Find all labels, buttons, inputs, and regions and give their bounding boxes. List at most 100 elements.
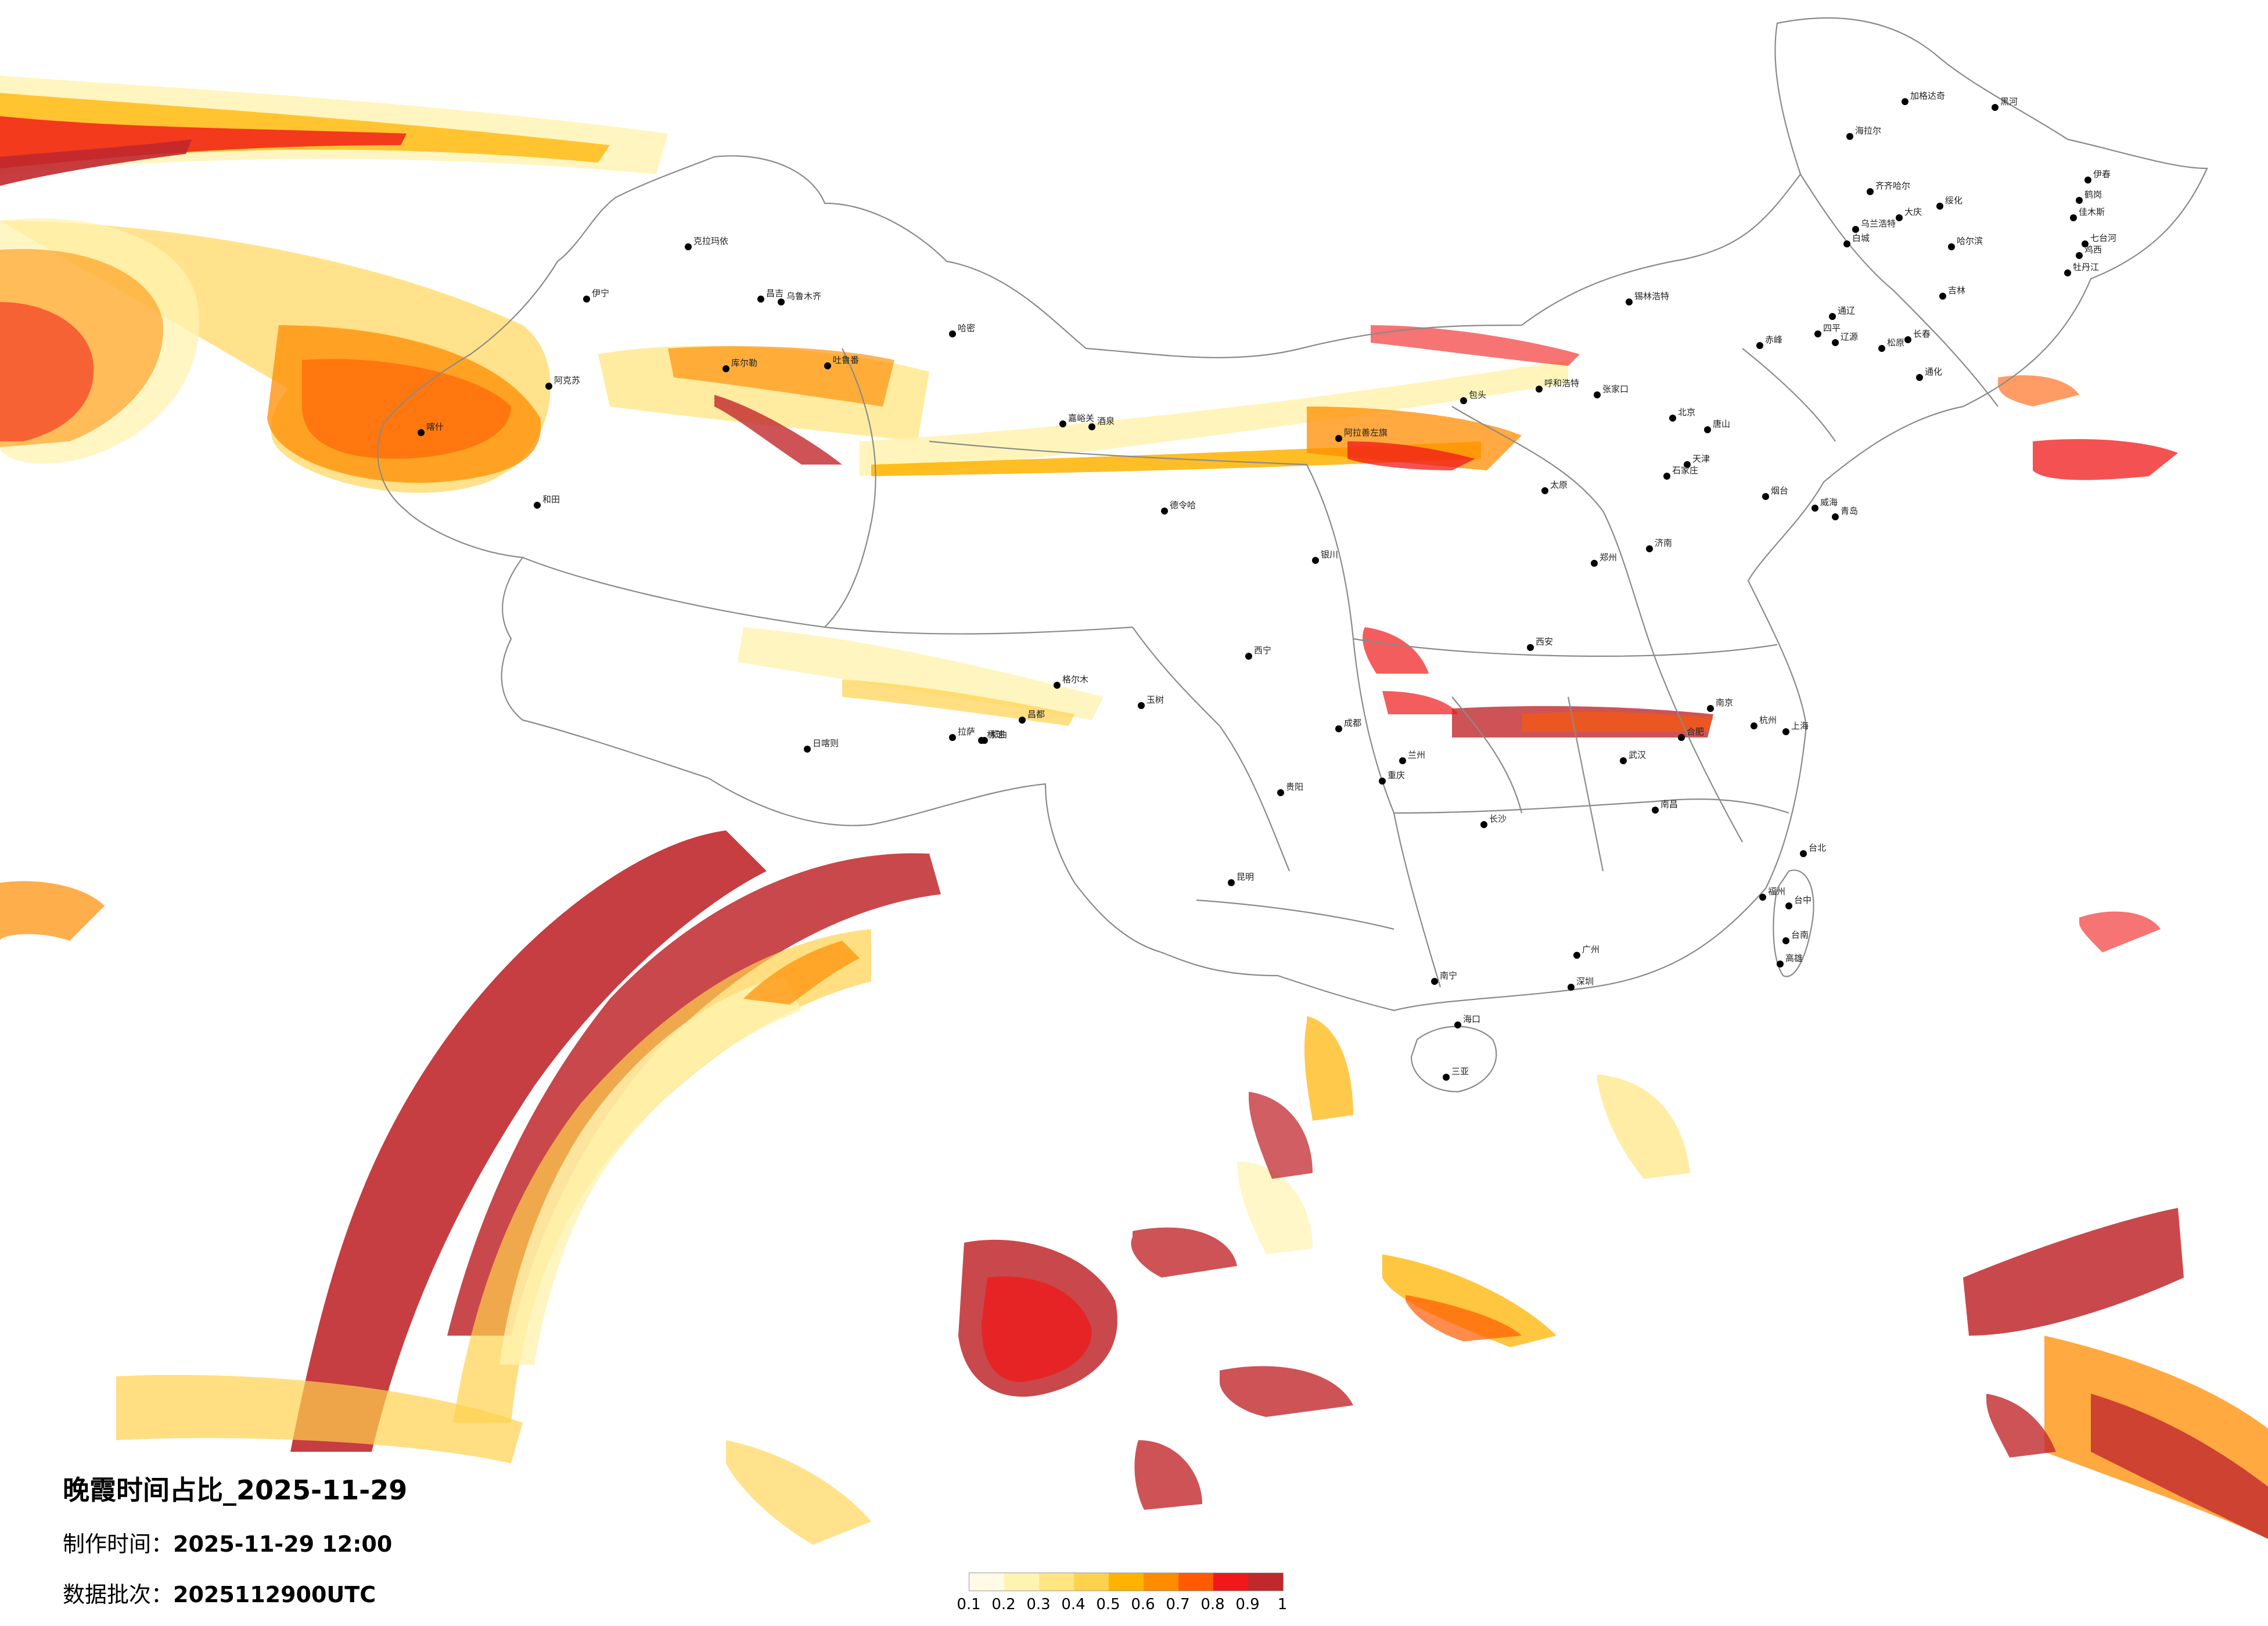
legend-tick: 0.1 (957, 1596, 981, 1613)
city-label: 吐鲁番 (833, 355, 859, 365)
city-marker (1054, 682, 1061, 689)
city-marker (1896, 214, 1903, 221)
legend-swatch-2 (1039, 1573, 1074, 1591)
city-marker (1936, 203, 1943, 210)
city-label: 南京 (1716, 697, 1733, 708)
city-label: 南昌 (1660, 799, 1678, 810)
city-label: 那曲 (990, 729, 1007, 740)
city-label: 呼和浩特 (1544, 378, 1579, 388)
legend-swatch-5 (1144, 1573, 1178, 1591)
legend-tick: 0.2 (991, 1596, 1016, 1613)
city-label: 酒泉 (1097, 416, 1115, 426)
city-marker (1399, 757, 1406, 764)
city-label: 哈尔滨 (1957, 236, 1983, 246)
city-marker (2082, 240, 2089, 247)
city-label: 格尔木 (1062, 674, 1088, 685)
legend-tick: 0.4 (1061, 1596, 1086, 1613)
city-label: 克拉玛依 (693, 236, 728, 246)
city-label: 德令哈 (1170, 500, 1196, 510)
city-marker (1059, 420, 1066, 427)
city-marker (1312, 557, 1319, 564)
city-marker (1161, 508, 1168, 515)
city-marker (1591, 560, 1598, 567)
city-label: 天津 (1692, 454, 1710, 464)
city-label: 昌都 (1027, 709, 1045, 720)
city-marker (1678, 734, 1685, 741)
city-label: 南宁 (1440, 970, 1457, 981)
city-marker (2076, 252, 2083, 259)
city-marker (1846, 133, 1853, 140)
city-marker (2070, 214, 2077, 221)
city-marker (1620, 757, 1627, 764)
city-marker (1756, 342, 1763, 349)
city-marker (1480, 821, 1487, 828)
legend-swatch-6 (1178, 1573, 1213, 1591)
city-label: 威海 (1820, 497, 1838, 508)
city-label: 乌鲁木齐 (786, 291, 821, 301)
city-marker (1902, 98, 1908, 105)
city-marker (1829, 313, 1836, 320)
city-marker (1832, 513, 1839, 520)
legend-swatch-3 (1074, 1573, 1109, 1591)
city-marker (1088, 423, 1095, 430)
city-marker (804, 746, 811, 753)
city-marker (1541, 487, 1548, 494)
city-label: 加格达奇 (1910, 91, 1945, 101)
city-marker (1669, 415, 1676, 422)
city-label: 贵阳 (1286, 782, 1303, 792)
city-marker (949, 330, 956, 337)
city-label: 四平 (1823, 323, 1841, 333)
city-marker (1948, 243, 1955, 250)
city-marker (1867, 188, 1874, 195)
city-label: 长春 (1913, 329, 1931, 339)
title-block: 晚霞时间占比_2025-11-29 制作时间：2025-11-29 12:00 … (63, 1469, 407, 1609)
city-label: 郑州 (1600, 552, 1617, 563)
province-borders (377, 17, 2208, 1093)
city-label: 银川 (1321, 549, 1338, 560)
city-label: 锡林浩特 (1634, 291, 1669, 301)
city-label: 海拉尔 (1855, 125, 1881, 136)
city-marker (824, 362, 831, 369)
city-label: 哈密 (958, 323, 975, 333)
city-label: 伊春 (2093, 169, 2111, 179)
city-label: 青岛 (1841, 506, 1858, 516)
city-label: 张家口 (1602, 384, 1629, 394)
city-marker (1646, 545, 1653, 552)
city-marker (1811, 505, 1818, 512)
legend-tick: 1 (1277, 1596, 1288, 1613)
city-label: 昆明 (1237, 872, 1254, 882)
legend-tick: 0.7 (1166, 1596, 1190, 1613)
city-label: 乌兰浩特 (1861, 218, 1896, 229)
city-label: 上海 (1791, 721, 1809, 731)
city-label: 松原 (1887, 337, 1904, 348)
legend-swatch-4 (1109, 1573, 1144, 1591)
legend-tick: 0.5 (1096, 1596, 1120, 1613)
legend-swatch-0 (969, 1573, 1004, 1591)
city-label: 鸡西 (2084, 244, 2102, 255)
legend-swatch-7 (1213, 1573, 1248, 1591)
city-label: 阿克苏 (554, 375, 580, 386)
city-marker (1992, 104, 1999, 111)
legend-swatch-8 (1248, 1573, 1283, 1591)
legend-tick-labels: 0.1 0.2 0.3 0.4 0.5 0.6 0.7 0.8 0.9 1 (957, 1596, 1287, 1617)
city-label: 大庆 (1904, 207, 1922, 217)
city-label: 福州 (1768, 886, 1785, 897)
legend-color-bar (969, 1573, 1284, 1591)
city-label: 杭州 (1759, 715, 1777, 725)
city-label: 深圳 (1576, 976, 1594, 987)
city-label: 长沙 (1489, 814, 1507, 824)
city-label: 辽源 (1841, 332, 1858, 342)
city-label: 和田 (542, 494, 560, 505)
color-legend: 0.1 0.2 0.3 0.4 0.5 0.6 0.7 0.8 0.9 1 (957, 1573, 1287, 1617)
legend-tick: 0.9 (1235, 1596, 1260, 1613)
city-marker (2084, 177, 2091, 184)
legend-tick: 0.6 (1131, 1596, 1155, 1613)
city-marker (1594, 391, 1601, 398)
city-marker (1379, 778, 1386, 785)
legend-tick: 0.8 (1201, 1596, 1225, 1613)
city-label: 包头 (1469, 390, 1486, 400)
city-label: 鹤岗 (2084, 189, 2102, 200)
city-label: 台中 (1794, 895, 1811, 905)
city-marker (1454, 1021, 1461, 1028)
city-marker (778, 298, 785, 305)
